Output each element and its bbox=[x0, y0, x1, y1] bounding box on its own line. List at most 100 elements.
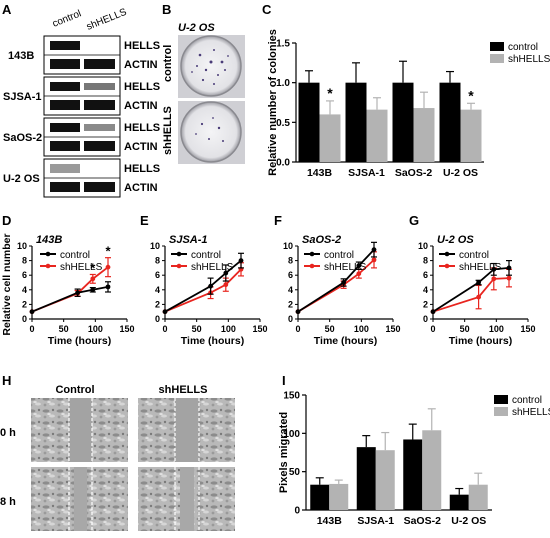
y-axis-label: Relative cell number bbox=[1, 233, 13, 335]
y-tick-label: 10 bbox=[17, 241, 27, 251]
x-tick-label: 50 bbox=[325, 324, 335, 334]
x-tick-label: 100 bbox=[221, 324, 236, 334]
y-tick-label: 1.5 bbox=[276, 39, 290, 50]
point-control bbox=[75, 290, 80, 296]
x-tick-label: 143B bbox=[307, 167, 333, 179]
panel-letter-f: F bbox=[274, 213, 282, 228]
point-control bbox=[208, 283, 214, 289]
row-label-8h: 8 h bbox=[0, 496, 16, 508]
panel-b-title: U-2 OS bbox=[178, 22, 215, 34]
y-tick-label: 4 bbox=[423, 285, 428, 295]
point-control bbox=[105, 284, 111, 290]
header-shhells: shHELLS bbox=[85, 7, 129, 33]
chart-title: 143B bbox=[36, 234, 62, 246]
x-axis-label: Time (hours) bbox=[181, 335, 244, 347]
point-control bbox=[223, 270, 229, 276]
blot-saos2: SaOS-2 HELLS ACTIN bbox=[3, 117, 160, 157]
significance-marker: * bbox=[105, 244, 111, 259]
x-tick-label: U-2 OS bbox=[451, 515, 486, 527]
panel-letter-a: A bbox=[2, 2, 12, 17]
legend-label-control: control bbox=[191, 250, 221, 261]
header-control: control bbox=[51, 8, 83, 29]
col-label-shhells: shHELLS bbox=[159, 384, 208, 396]
bar-shHELLS-SJSA-1 bbox=[366, 109, 388, 162]
legend-label-control: control bbox=[512, 395, 542, 406]
y-tick-label: 8 bbox=[22, 256, 27, 266]
chart-title: SJSA-1 bbox=[169, 234, 208, 246]
y-tick-label: 4 bbox=[22, 285, 27, 295]
y-tick-label: 0.5 bbox=[276, 118, 290, 129]
legend-label-control: control bbox=[60, 250, 90, 261]
y-tick-label: 6 bbox=[22, 270, 27, 280]
plate-control bbox=[180, 35, 242, 97]
point-control bbox=[430, 309, 436, 315]
significance-marker: * bbox=[90, 260, 96, 275]
y-tick-label: 10 bbox=[283, 241, 293, 251]
y-tick-label: 6 bbox=[155, 270, 160, 280]
legend-label-shhells: shHELLS bbox=[508, 54, 550, 65]
x-tick-label: 50 bbox=[59, 324, 69, 334]
legend-swatch-shhells bbox=[494, 407, 508, 416]
legend-marker-control bbox=[45, 251, 51, 257]
y-tick-label: 2 bbox=[155, 299, 160, 309]
significance-marker: * bbox=[468, 87, 474, 103]
y-tick-label: 8 bbox=[423, 256, 428, 266]
legend-label-shhells: shHELLS bbox=[324, 262, 367, 273]
x-tick-label: 50 bbox=[192, 324, 202, 334]
band-hells: HELLS bbox=[124, 40, 160, 52]
bar-shHELLS-U-2 OS bbox=[468, 484, 488, 510]
band-hells: HELLS bbox=[124, 81, 160, 93]
cell-line-u2os: U-2 OS bbox=[3, 173, 40, 185]
legend-label-control: control bbox=[324, 250, 354, 261]
point-shHELLS bbox=[356, 271, 362, 277]
bar-control-SaOS-2 bbox=[392, 82, 414, 162]
x-tick-label: SaOS-2 bbox=[395, 167, 433, 179]
x-tick-label: 100 bbox=[88, 324, 103, 334]
band-hells: HELLS bbox=[124, 163, 160, 175]
cell-line-143b: 143B bbox=[8, 50, 34, 62]
y-tick-label: 50 bbox=[289, 467, 301, 478]
series-line-shHELLS bbox=[297, 259, 375, 313]
legend-swatch-shhells bbox=[490, 54, 504, 63]
legend-marker-shhells bbox=[444, 263, 450, 269]
chart-title: SaOS-2 bbox=[302, 234, 341, 246]
x-tick-label: 150 bbox=[252, 324, 267, 334]
colonies-control bbox=[191, 49, 229, 85]
legend-marker-control bbox=[444, 251, 450, 257]
bar-shHELLS-U-2 OS bbox=[460, 109, 482, 162]
panel-b: B U-2 OS control shHELLS bbox=[162, 2, 245, 164]
point-control bbox=[491, 266, 497, 272]
legend-label-control: control bbox=[508, 42, 538, 53]
y-tick-label: 150 bbox=[283, 391, 300, 402]
panel-h: Control shHELLS 0 h 8 h bbox=[0, 384, 235, 531]
bar-control-U-2 OS bbox=[439, 82, 461, 162]
y-tick-label: 6 bbox=[288, 270, 293, 280]
series-line-control bbox=[432, 267, 510, 313]
band-hells: HELLS bbox=[124, 122, 160, 134]
point-control bbox=[238, 258, 244, 263]
bar-shHELLS-143B bbox=[329, 483, 349, 510]
x-tick-label: 100 bbox=[489, 324, 504, 334]
legend-label-shhells: shHELLS bbox=[512, 407, 550, 418]
x-tick-label: 143B bbox=[317, 515, 343, 527]
point-control bbox=[371, 247, 377, 253]
bar-shHELLS-143B bbox=[319, 114, 341, 162]
point-control bbox=[476, 280, 481, 285]
cell-line-saos2: SaOS-2 bbox=[3, 132, 42, 144]
y-tick-label: 2 bbox=[423, 299, 428, 309]
x-tick-label: 0 bbox=[295, 324, 300, 334]
point-shHELLS bbox=[506, 275, 512, 281]
point-control bbox=[29, 309, 35, 315]
row-label-0h: 0 h bbox=[0, 427, 16, 439]
x-tick-label: 150 bbox=[385, 324, 400, 334]
x-tick-label: 0 bbox=[162, 324, 167, 334]
row-label-shhells: shHELLS bbox=[162, 106, 174, 155]
chart-i: 0 50 100 150 Pixels migrated 143B SJSA-1 SaOS-2… bbox=[278, 391, 492, 527]
legend-marker-control bbox=[309, 251, 315, 257]
point-shHELLS bbox=[491, 276, 497, 282]
